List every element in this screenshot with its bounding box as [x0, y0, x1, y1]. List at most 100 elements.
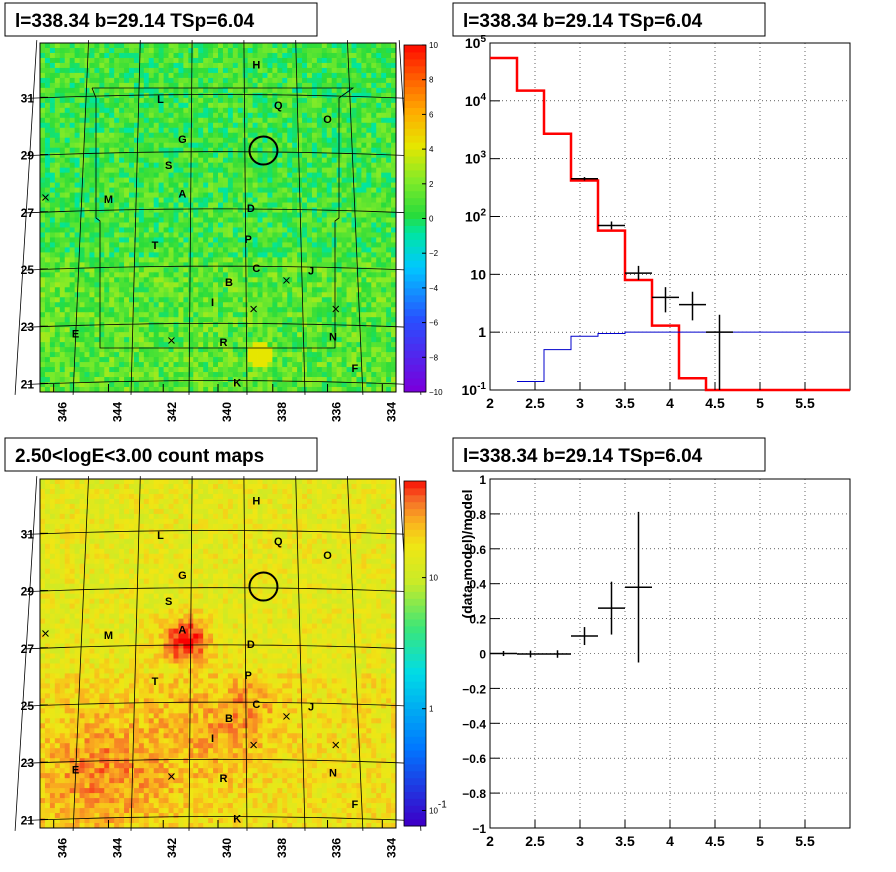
colorbar-cell — [404, 605, 426, 613]
y-tick-label: −0.2 — [462, 682, 486, 696]
colorbar-cell — [404, 385, 426, 393]
model-histogram — [517, 331, 850, 383]
x-tick-label: 2.5 — [525, 395, 545, 411]
colorbar-tick-label: 6 — [429, 110, 434, 119]
colorbar-cell — [404, 183, 426, 192]
colorbar-cell — [404, 736, 426, 744]
meridian-line — [243, 476, 248, 831]
colorbar-cell — [404, 536, 426, 544]
meridian-line — [188, 40, 193, 395]
y-tick-label: −0.4 — [462, 717, 486, 731]
residual-panel: 2 2.5 3 3.5 4 4.5 5 5.5 1 0.8 0.6 0.4 0.2 0 −0.2 −0.4 −0… — [459, 473, 851, 849]
colorbar-cell — [404, 211, 426, 219]
parallel-line — [26, 208, 410, 214]
colorbar-cell — [404, 315, 426, 324]
colorbar-tick-label: −2 — [429, 249, 439, 258]
cross-marker — [42, 194, 49, 201]
title-box-residual — [452, 437, 766, 472]
parallel-line — [26, 587, 410, 592]
colorbar-cell — [404, 128, 426, 136]
target-circle — [248, 571, 279, 602]
y-tick-label: 29 — [21, 149, 35, 163]
x-tick-label: 338 — [275, 838, 289, 858]
y-tick-label: 0.4 — [469, 578, 486, 592]
colorbar-tick-label: 4 — [429, 145, 434, 154]
colorbar-cell — [404, 522, 426, 530]
colorbar-cell — [404, 190, 426, 199]
meridian-line — [72, 476, 89, 831]
colorbar-cell — [404, 197, 426, 206]
source-label: T — [152, 240, 159, 252]
colorbar-cell — [404, 660, 426, 668]
colorbar-cell — [404, 646, 426, 654]
parallel-line — [26, 758, 410, 764]
meridian-line — [295, 40, 306, 395]
x-tick-label: 346 — [56, 402, 70, 422]
source-label: A — [178, 188, 186, 200]
colorbar-cell — [404, 225, 426, 233]
source-label: Q — [274, 100, 283, 112]
cross-marker — [332, 741, 340, 749]
y-tick-label: 21 — [21, 813, 35, 827]
colorbar-cell — [404, 350, 426, 358]
source-label: A — [178, 624, 186, 636]
title-box-spectrum — [452, 2, 766, 37]
colorbar-cell — [404, 274, 426, 282]
source-label: H — [252, 60, 260, 72]
parallel-line — [26, 701, 410, 707]
source-label: E — [72, 765, 79, 777]
y-tick-label: 27 — [21, 206, 35, 220]
colorbar-cell — [404, 653, 426, 661]
colorbar-tick-label: −6 — [429, 319, 439, 328]
x-tick-label: 5 — [756, 833, 764, 849]
title-box-map1 — [4, 2, 318, 37]
cross-marker — [42, 630, 49, 637]
meridian-line — [188, 476, 193, 831]
map-pixels — [40, 479, 397, 829]
source-label: B — [225, 277, 233, 289]
colorbar-tick-label: 10-1 — [429, 799, 447, 815]
cross-marker — [283, 713, 290, 720]
x-tick-label: 4 — [666, 395, 674, 411]
x-tick-label: 340 — [220, 402, 234, 422]
colorbar-cell — [404, 65, 426, 74]
x-tick-label: 336 — [330, 402, 344, 422]
y-tick-label: −0.6 — [462, 752, 486, 766]
meridian-line — [347, 40, 364, 395]
colorbar-tick-label: 8 — [429, 76, 434, 85]
meridian-line — [130, 476, 141, 831]
colorbar-cell — [404, 612, 426, 620]
colorbar-cell — [404, 550, 426, 558]
source-label: K — [233, 813, 241, 825]
colorbar-cell — [404, 819, 426, 827]
source-label: M — [104, 630, 113, 642]
colorbar-cell — [404, 169, 426, 178]
y-tick-label: 103 — [465, 150, 487, 167]
y-tick-label: 0.2 — [469, 613, 486, 627]
spectrum-panel: 2 2.5 3 3.5 4 4.5 5 5.5 10-1 1 10 102 103 104 105 — [462, 34, 851, 411]
colorbar-cell — [404, 371, 426, 379]
colorbar-cell — [404, 239, 426, 247]
colorbar-cell — [404, 681, 426, 689]
source-label: C — [252, 699, 260, 711]
target-circle — [248, 135, 279, 166]
source-label: J — [308, 266, 314, 278]
colorbar-cell — [404, 563, 426, 572]
colorbar-cell — [404, 543, 426, 551]
colorbar-cell — [404, 72, 426, 81]
colorbar-cell — [404, 114, 426, 122]
cross-marker — [283, 277, 290, 284]
source-label: S — [165, 160, 172, 172]
colorbar-cell — [404, 58, 426, 67]
meridian-line — [130, 40, 141, 395]
x-tick-label: 340 — [220, 838, 234, 858]
colorbar-cell — [404, 812, 426, 820]
source-label: R — [220, 337, 228, 349]
y-tick-label: 0.6 — [469, 543, 486, 557]
meridian-line — [243, 40, 248, 395]
y-tick-label: 1 — [478, 324, 486, 340]
source-label: J — [308, 702, 314, 714]
x-tick-label: 5 — [756, 395, 764, 411]
source-label: F — [352, 363, 359, 375]
y-tick-label: 10-1 — [462, 381, 487, 398]
